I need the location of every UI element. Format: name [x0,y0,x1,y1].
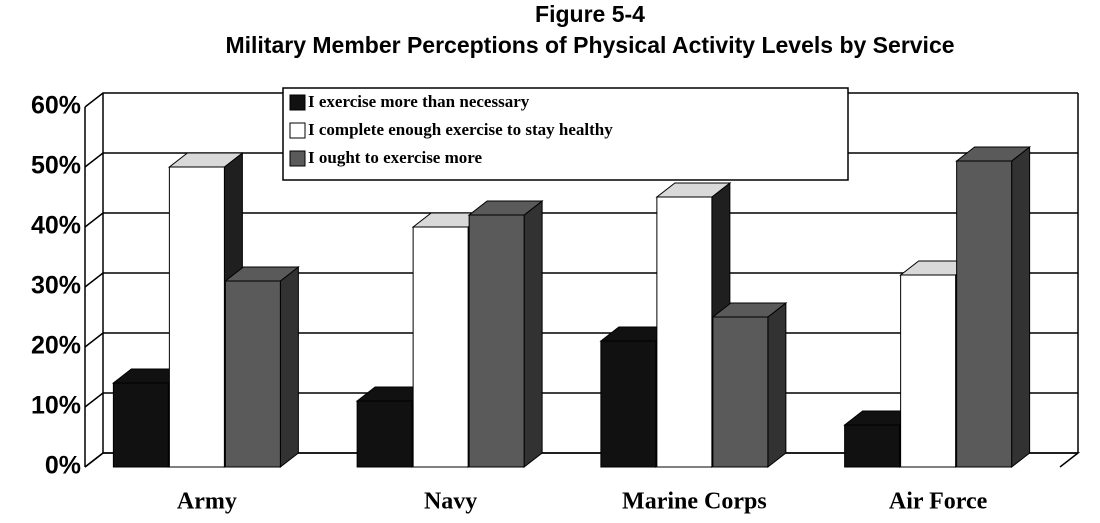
bar-side [767,301,787,469]
bar [112,382,169,468]
x-tick-label: Navy [424,489,477,515]
y-tick-label: 50% [31,152,81,180]
x-tick-label: Air Force [889,489,988,515]
legend: I exercise more than necessary I complete… [282,87,849,181]
bar [956,160,1013,468]
y-tick-label: 60% [31,92,81,120]
bar [168,166,225,468]
bar [844,424,901,468]
bar-side [523,199,543,469]
chart-title: Figure 5-4 [535,1,645,27]
bar-side [1011,145,1031,469]
legend-label: I ought to exercise more [308,148,483,167]
y-tick-label: 20% [31,332,81,360]
legend-swatch [289,122,306,139]
legend-swatch [289,150,306,167]
bar [600,340,657,468]
y-tick-label: 0% [45,452,81,480]
chart-subtitle: Military Member Perceptions of Physical … [225,32,954,58]
grid-line [84,212,1078,228]
legend-swatch [289,94,306,111]
y-tick-label: 30% [31,272,81,300]
legend-label: I exercise more than necessary [308,92,530,111]
y-tick-label: 10% [31,392,81,420]
bar [712,316,769,468]
bar [412,226,469,468]
bar [468,214,525,468]
x-tick-label: Army [177,489,237,515]
bar [356,400,413,468]
legend-box [282,87,849,181]
x-tick-label: Marine Corps [622,489,767,515]
bar [656,196,713,468]
y-tick-label: 40% [31,212,81,240]
bar-side [279,265,299,469]
bar [224,280,281,468]
grid-line [84,272,1078,288]
bar [900,274,957,468]
legend-label: I complete enough exercise to stay healt… [308,120,613,139]
